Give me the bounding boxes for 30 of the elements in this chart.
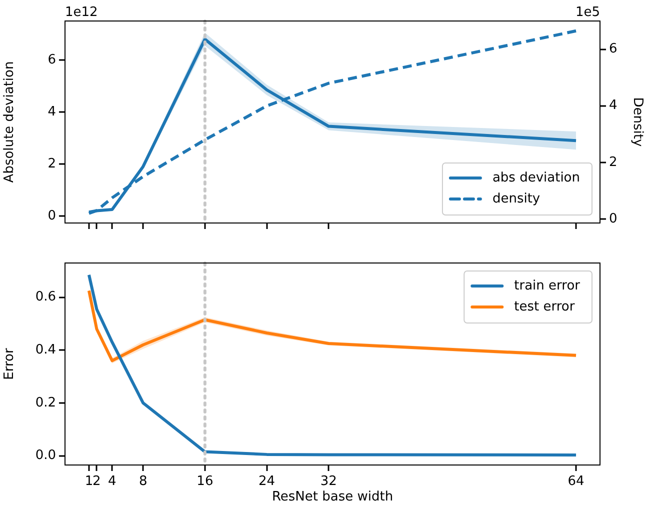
y2-axis-title: Density [630,97,645,148]
x-tick-label: 8 [138,474,148,490]
y-tick-label: 0.2 [35,395,56,410]
y-tick-label: 6 [48,52,56,68]
x-tick-label: 1 [84,474,94,490]
x-axis-title: ResNet base width [272,490,394,505]
x-tick-label: 4 [108,474,116,490]
y-tick-label: 4 [48,104,56,120]
text: 1e5 [575,4,600,20]
y2-tick-label: 4 [609,98,618,114]
x-tick-label: 16 [196,474,214,490]
x-tick-label: 24 [258,474,276,490]
x-tick-label: 2 [92,474,101,490]
y2-tick-label: 2 [609,154,618,170]
y-axis-title: Absolute deviation [2,61,18,183]
legend-label: test error [514,299,576,314]
y-tick-label: 0 [48,208,56,224]
legend-label: train error [514,278,581,294]
x-tick-label: 32 [320,474,337,490]
text: 1e12 [65,4,98,20]
y2-tick-label: 6 [609,42,618,57]
y-tick-label: 0.6 [35,290,56,305]
y-tick-label: 0.0 [35,448,56,464]
y2-tick-label: 0 [609,211,618,226]
legend-label: abs deviation [492,170,580,186]
legend-label: density [492,191,540,206]
x-tick-label: 64 [568,474,584,490]
y-axis-title: Error [2,348,18,380]
y-tick-label: 0.4 [35,342,56,358]
y-tick-label: 2 [48,156,56,172]
